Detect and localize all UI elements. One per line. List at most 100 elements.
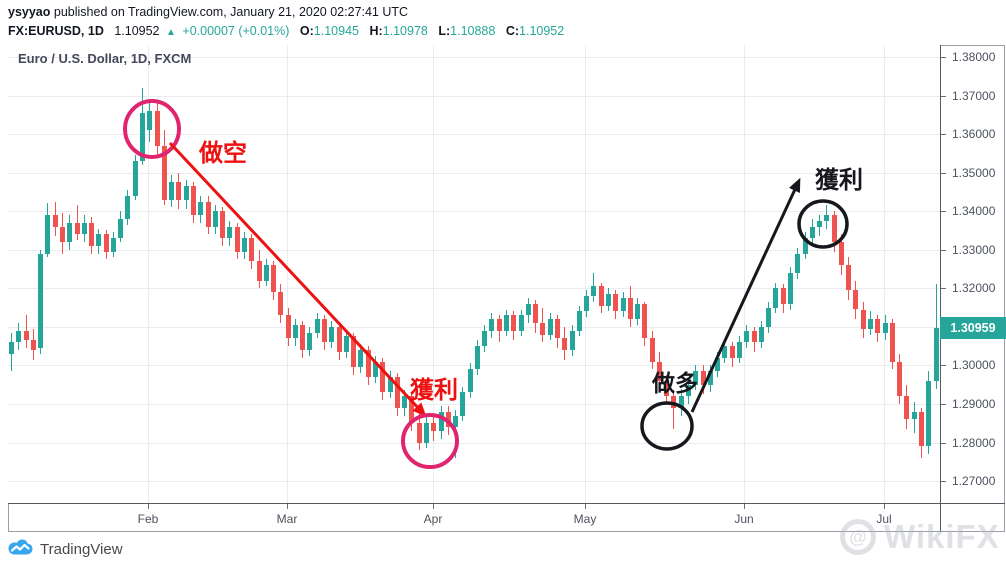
candle-down <box>23 330 29 341</box>
time-axis-separator <box>8 503 1005 504</box>
y-tick-mark <box>941 172 946 174</box>
x-tick-mark <box>585 504 586 509</box>
candle-up <box>576 311 582 331</box>
candle-up <box>96 234 102 246</box>
h-gridline <box>8 56 940 58</box>
y-tick-mark <box>941 403 946 405</box>
x-axis-label: Jul <box>876 512 892 526</box>
x-axis-label: Mar <box>276 512 298 526</box>
candle-up <box>722 346 728 358</box>
y-tick-mark <box>941 365 946 367</box>
candle-up <box>547 319 553 335</box>
y-axis-label: 1.27000 <box>952 474 996 489</box>
low-label: L: <box>438 24 451 38</box>
time-axis[interactable]: Feb Mar Apr May Jun Jul <box>8 504 1005 532</box>
candle-up <box>358 349 364 368</box>
v-gridline <box>148 45 149 503</box>
v-gridline <box>744 45 745 503</box>
candle-up <box>605 294 611 306</box>
candle-down <box>904 396 910 420</box>
candle-down <box>59 226 65 243</box>
published-text: published on TradingView.com, January 21… <box>50 5 409 19</box>
y-tick-mark <box>941 249 946 251</box>
candle-down <box>496 319 502 331</box>
x-tick-mark <box>433 504 434 509</box>
candle-down <box>445 411 451 428</box>
last-quote: 1.10952 <box>114 24 160 38</box>
candle-down <box>751 330 757 343</box>
candle-up <box>758 326 764 343</box>
candle-down <box>256 261 262 281</box>
candle-down <box>409 396 415 424</box>
candle-up <box>591 286 597 296</box>
close-value: 1.10952 <box>519 24 565 38</box>
byline: ysyyao published on TradingView.com, Jan… <box>8 4 564 21</box>
candle-up <box>387 376 393 393</box>
price-axis-separator <box>940 45 941 532</box>
candle-down <box>664 380 670 397</box>
x-axis-label: Feb <box>137 512 159 526</box>
tradingview-footer-link[interactable]: TradingView <box>8 539 123 560</box>
candle-up <box>678 396 684 408</box>
candle-up <box>212 211 218 227</box>
candle-up <box>45 215 51 254</box>
candle-down <box>853 290 859 310</box>
candle-up <box>635 303 641 320</box>
low-value: 1.10888 <box>450 24 496 38</box>
candle-down <box>846 265 852 291</box>
y-tick-mark <box>941 134 946 136</box>
h-gridline <box>8 403 940 405</box>
close-label: C: <box>505 24 520 38</box>
candle-down <box>416 423 422 443</box>
candle-down <box>278 292 284 316</box>
h-gridline <box>8 442 940 444</box>
candle-up <box>453 415 459 428</box>
candle-up <box>118 218 124 239</box>
candle-up <box>802 238 808 254</box>
candle-up <box>241 238 247 252</box>
candle-down <box>562 338 568 350</box>
last-price-label: 1.30959 <box>940 317 1006 340</box>
candle-down <box>598 286 604 306</box>
candle-up <box>817 220 823 227</box>
h-gridline <box>8 211 940 213</box>
candle-down <box>30 340 36 350</box>
candle-up <box>343 336 349 352</box>
candle-down <box>729 346 735 358</box>
candle-up <box>132 161 138 196</box>
x-tick-mark <box>884 504 885 509</box>
price-pane[interactable] <box>8 45 940 503</box>
candle-down <box>642 303 648 339</box>
y-tick-mark <box>941 56 946 58</box>
candle-down <box>649 338 655 362</box>
candle-down <box>511 315 517 331</box>
y-axis-label: 1.34000 <box>952 204 996 219</box>
candle-up <box>329 326 335 343</box>
y-axis-label: 1.32000 <box>952 281 996 296</box>
candle-up <box>438 411 444 431</box>
candle-up <box>693 371 699 385</box>
candle-down <box>285 315 291 339</box>
candle-down <box>540 322 546 335</box>
h-gridline <box>8 172 940 174</box>
candle-up <box>16 330 22 343</box>
candle-up <box>569 330 575 350</box>
candle-up <box>263 265 269 281</box>
h-gridline <box>8 326 940 328</box>
h-gridline <box>8 95 940 97</box>
y-axis-label: 1.28000 <box>952 435 996 450</box>
y-tick-mark <box>941 442 946 444</box>
price-axis[interactable]: 1.38000 1.37000 1.36000 1.35000 1.34000 1.330… <box>941 45 1005 503</box>
candle-up <box>744 330 750 343</box>
candle-up <box>795 253 801 273</box>
y-tick-mark <box>941 288 946 290</box>
candle-up <box>525 303 531 316</box>
chart-title: Euro / U.S. Dollar, 1D, FXCM <box>18 51 192 66</box>
candle-down <box>431 423 437 431</box>
candle-up <box>766 307 772 327</box>
last-price-value: 1.30959 <box>950 321 996 336</box>
candle-up <box>38 253 44 349</box>
y-axis-label: 1.30000 <box>952 358 996 373</box>
v-gridline <box>433 45 434 503</box>
header: ysyyao published on TradingView.com, Jan… <box>8 4 564 41</box>
